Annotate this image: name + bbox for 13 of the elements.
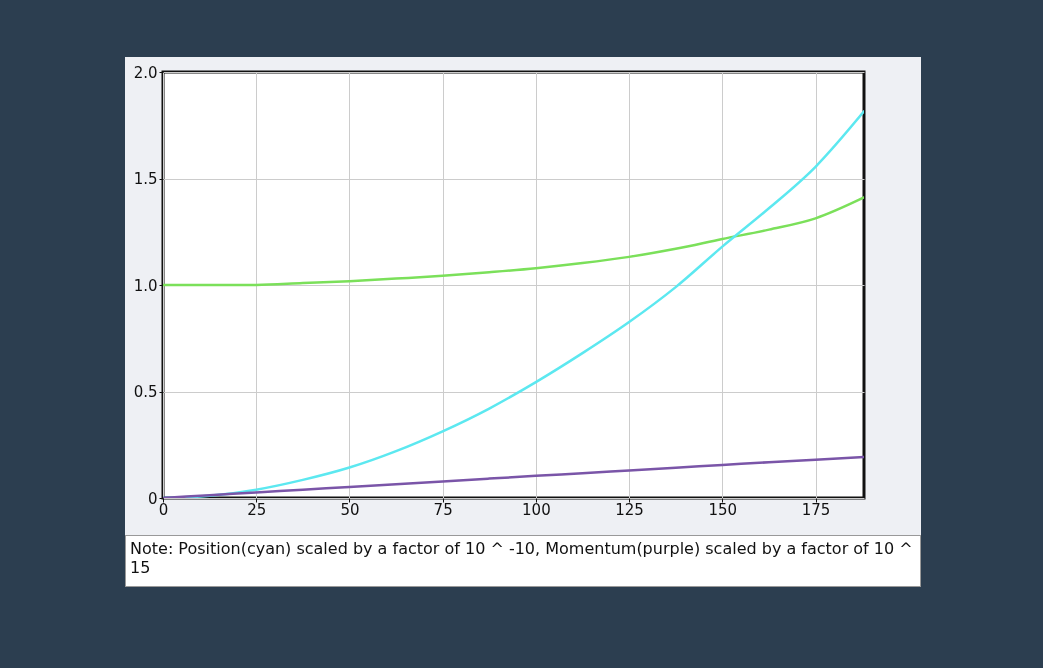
x-tick-label: 150 <box>708 500 738 519</box>
y-tick-label: 1.5 <box>133 170 158 188</box>
y-tick-label: 0.5 <box>133 383 158 401</box>
x-tick-label: 25 <box>247 500 267 519</box>
line-series <box>163 196 864 287</box>
x-tick-label: 75 <box>433 500 453 519</box>
x-tick-label: 50 <box>340 500 360 519</box>
x-tick-label: 100 <box>522 500 551 519</box>
text: Note: Position(cyan) scaled by a factor of 10 ^ -10, Momentum(purple) scaled by a factor of 10 ^ 15 <box>125 535 921 587</box>
x-tick-label: 125 <box>615 500 644 519</box>
y-tick-label: 1.0 <box>133 276 158 295</box>
x-tick-label: 175 <box>801 500 831 519</box>
y-tick-label: 2.0 <box>133 63 158 82</box>
